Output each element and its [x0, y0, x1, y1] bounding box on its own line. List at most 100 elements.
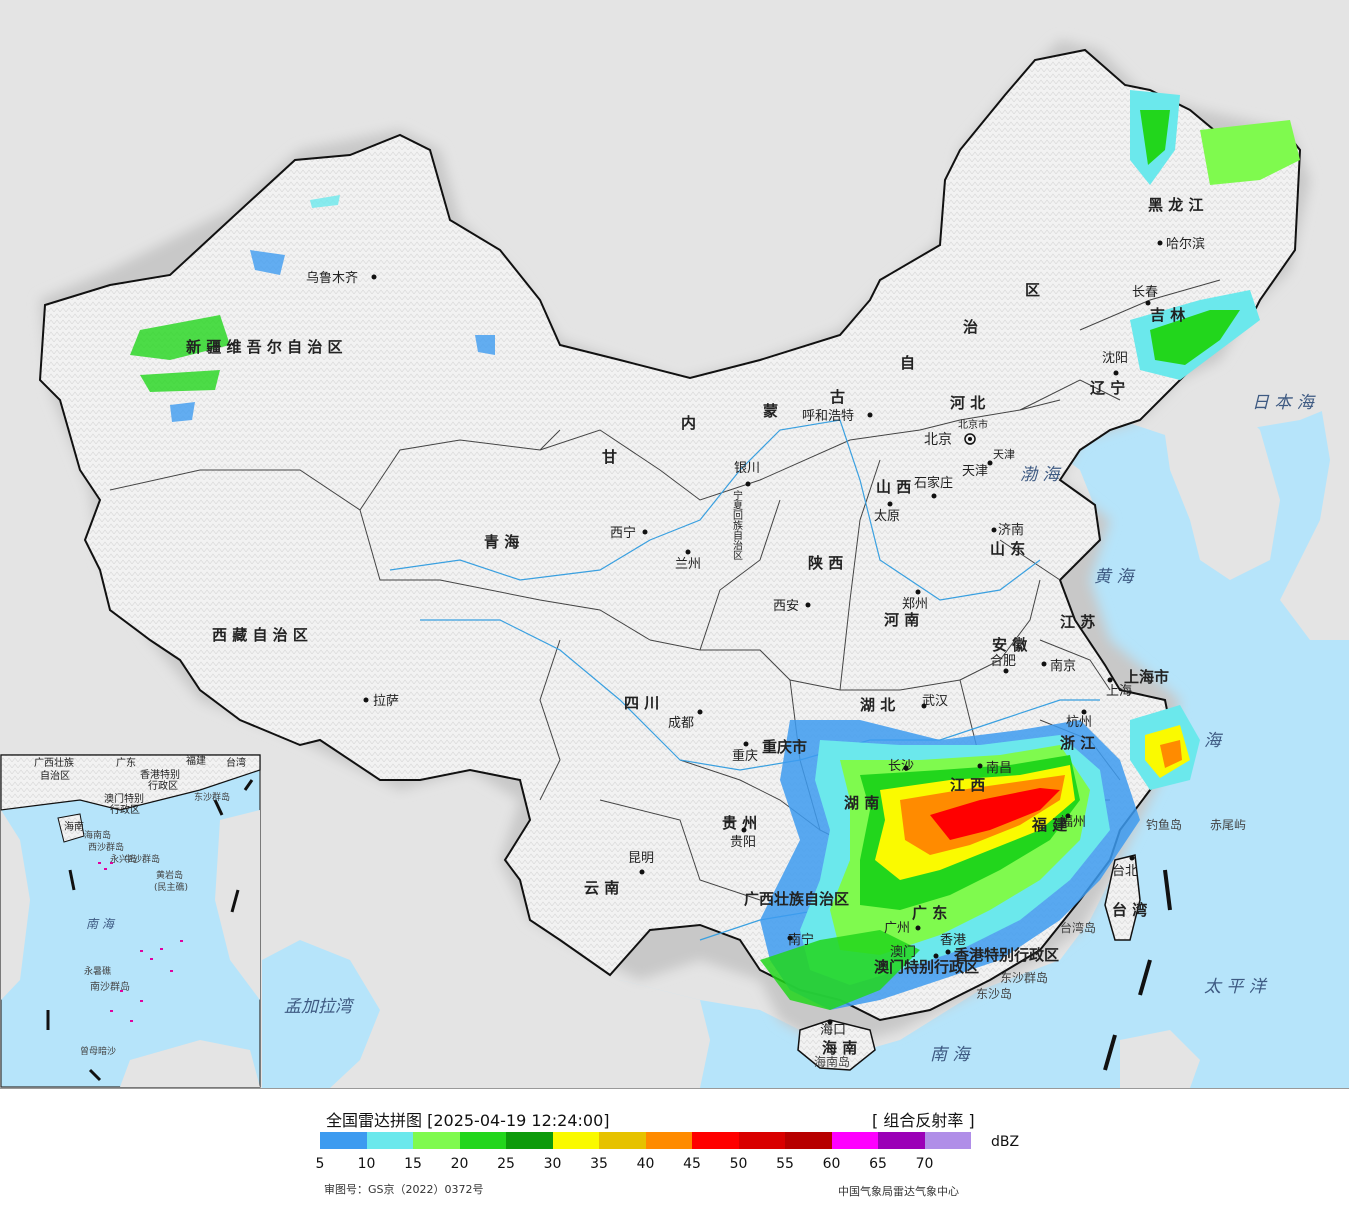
province-label: 四 川: [624, 694, 659, 712]
city-label: 长沙: [888, 759, 914, 774]
inset-label: 广东: [116, 756, 136, 769]
south-china-sea-inset: 广西壮族 自治区 广东 福建 台湾 香港特别 行政区 澳门特别 行政区 东沙群岛…: [0, 754, 261, 1088]
inset-label: 南 海: [86, 917, 116, 931]
province-label: 天津: [993, 448, 1015, 461]
province-label: 河 北: [950, 394, 985, 412]
province-label: 广 东: [912, 904, 947, 922]
inset-label: 南沙群岛: [90, 980, 130, 993]
province-label: 云 南: [584, 879, 619, 897]
city-dot: [697, 709, 703, 715]
city-label: 广州: [884, 921, 910, 936]
province-label: 甘: [602, 448, 617, 466]
city-label: 沈阳: [1102, 351, 1128, 366]
inset-label: 自治区: [40, 769, 70, 782]
inset-label: 西沙群岛: [88, 841, 124, 853]
legend-tick-label: 10: [357, 1156, 376, 1172]
province-label: 黑 龙 江: [1148, 196, 1203, 214]
city-dot: [1081, 709, 1087, 715]
province-label: 河 南: [884, 611, 919, 629]
inset-label: 永暑礁: [84, 965, 111, 977]
city-dot: [915, 589, 921, 595]
city-label: 合肥: [990, 654, 1016, 669]
legend-tick-labels: 5 10 15 20 25 30 35 40 45 50 55 60 65 70: [300, 1156, 1000, 1174]
city-dot: [743, 741, 749, 747]
city-dot: [1041, 661, 1047, 667]
island-label: 赤尾屿: [1210, 818, 1246, 832]
city-dot: [827, 1019, 833, 1025]
legend-title: 全国雷达拼图 [2025-04-19 12:24:00]: [326, 1111, 610, 1130]
bay-bengal: [262, 940, 380, 1088]
echo-xj-3: [250, 250, 285, 275]
inset-label: 海南岛: [84, 829, 111, 841]
korea-land: [1160, 390, 1280, 580]
province-labels: 新 疆 维 吾 尔 自 治 区 西 藏 自 治 区 青 海 甘 四 川 云 南 …: [186, 196, 1203, 1057]
capital-marker: [964, 433, 976, 445]
province-label: 自: [900, 354, 915, 372]
province-label: 内: [681, 414, 696, 432]
echo-xj-4: [170, 402, 195, 422]
inset-islands: [98, 862, 183, 1022]
inset-label: 澳门特别: [104, 792, 144, 805]
legend-swatch: [459, 1132, 506, 1149]
city-label: 福州: [1060, 815, 1086, 830]
island-labels: 钓鱼岛 赤尾屿 台湾岛 东沙群岛 东沙岛 海南岛: [814, 817, 1246, 1069]
legend-tick-label: 60: [822, 1156, 841, 1172]
inset-label: 黄岩岛: [156, 869, 183, 881]
province-label: 湖 南: [844, 794, 879, 812]
island-label: 海南岛: [814, 1054, 850, 1069]
philippines-land: [1120, 1030, 1200, 1088]
echo-xj-2: [140, 370, 220, 392]
city-dot: [887, 501, 893, 507]
inset-borneo: [120, 1040, 260, 1087]
inset-label: 海南: [64, 820, 84, 833]
sea-label: 渤 海: [1020, 465, 1062, 485]
city-dot: [977, 763, 983, 769]
legend-tick-label: 5: [315, 1156, 325, 1172]
city-label: 乌鲁木齐: [306, 270, 358, 286]
city-label: 南京: [1050, 658, 1076, 674]
city-dot: [915, 925, 921, 931]
city-dot: [371, 274, 377, 280]
island-label: 钓鱼岛: [1146, 817, 1182, 832]
city-dot: [787, 935, 793, 941]
city-dot: [867, 412, 873, 418]
city-dot: [945, 949, 951, 955]
city-dot: [1107, 677, 1113, 683]
city-label: 重庆: [732, 748, 758, 764]
sea-label: 孟加拉湾: [284, 997, 355, 1017]
legend-swatch: [645, 1132, 692, 1149]
province-label: 台 湾: [1112, 901, 1147, 919]
city-dot: [1065, 813, 1071, 819]
legend-panel: 全国雷达拼图 [2025-04-19 12:24:00] [ 组合反射率 ] d…: [0, 1088, 1349, 1209]
city-labels: 乌鲁木齐 拉萨 西宁 兰州 成都 昆明 呼和浩特 银川 西安 太原 石家庄 北京…: [306, 236, 1205, 1038]
city-dot: [987, 460, 993, 466]
province-label: 贵 州: [722, 814, 757, 832]
hainan-land: [797, 1019, 876, 1071]
legend-swatch: [552, 1132, 599, 1149]
legend-swatch: [413, 1132, 460, 1149]
city-label: 海口: [820, 1023, 846, 1038]
city-dot: [921, 703, 927, 709]
province-label: 宁夏回族自治区: [731, 489, 743, 560]
province-label: 吉 林: [1150, 306, 1186, 324]
city-dot: [685, 549, 691, 555]
taiwan-land: [1104, 854, 1141, 941]
inset-label: 曾母暗沙: [80, 1045, 116, 1057]
city-label: 长春: [1132, 285, 1158, 300]
city-dot: [1157, 240, 1163, 246]
city-dot: [991, 527, 997, 533]
city-label: 西宁: [610, 525, 636, 541]
city-label: 石家庄: [914, 475, 953, 491]
city-dot: [805, 602, 811, 608]
province-label: 北京市: [958, 418, 988, 431]
inset-label: 福建: [186, 754, 206, 767]
legend-tick-label: 25: [497, 1156, 515, 1172]
island-label: 台湾岛: [1060, 920, 1096, 935]
data-source: 中国气象局雷达气象中心: [838, 1185, 959, 1198]
province-label: 治: [963, 318, 978, 336]
echo-ne-3g: [1150, 310, 1240, 365]
city-label: 拉萨: [373, 694, 399, 709]
sea-label: 日 本 海: [1252, 393, 1317, 413]
echo-xj-1: [130, 315, 230, 360]
province-label: 蒙: [763, 402, 778, 420]
